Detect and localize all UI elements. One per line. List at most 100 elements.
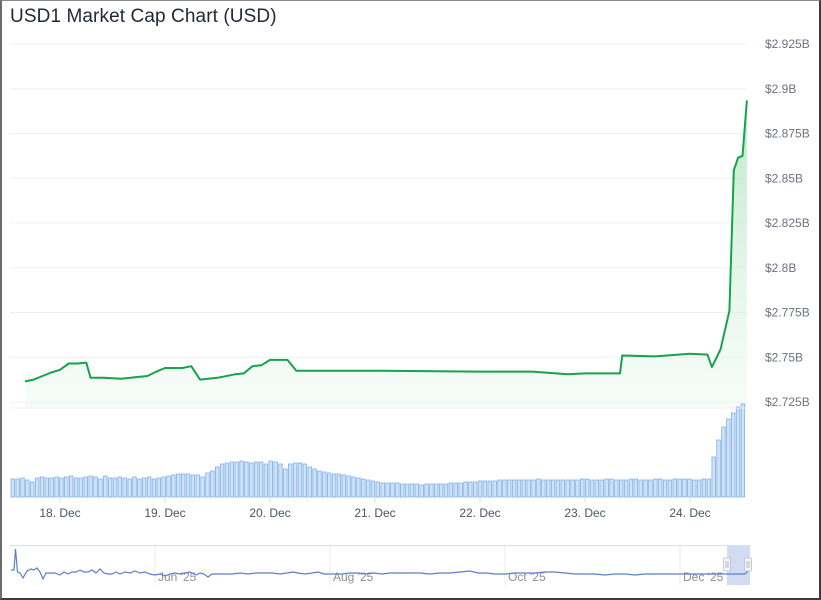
y-axis-labels: $2.925B $2.9B $2.875B $2.85B $2.825B $2.8B $2.…	[765, 37, 810, 409]
volume-bar	[20, 477, 25, 498]
volume-bar	[229, 461, 235, 498]
x-axis-labels: 18. Dec 19. Dec 20. Dec 21. Dec 22. Dec 23. D…	[39, 497, 711, 520]
navigator-label: Dec '25	[683, 570, 724, 584]
volume-bar	[142, 477, 147, 498]
volume-bar	[117, 476, 123, 498]
volume-bar	[34, 477, 40, 498]
volume-bar	[49, 477, 54, 498]
volume-bar	[672, 478, 677, 498]
volume-bar	[205, 472, 210, 498]
y-tick-label: $2.875B	[765, 127, 810, 141]
volume-bar	[584, 478, 590, 498]
volume-bar	[210, 470, 215, 498]
volume-bar	[44, 477, 50, 498]
volume-bar	[667, 479, 673, 498]
volume-bar	[550, 479, 556, 498]
navigator-left-handle[interactable]	[723, 557, 731, 572]
volume-bar	[151, 478, 157, 498]
volume-bar	[429, 483, 434, 498]
volume-bar	[468, 481, 473, 498]
volume-bar	[570, 479, 575, 498]
volume-bar	[273, 461, 278, 498]
volume-bar	[653, 478, 658, 498]
volume-bar	[623, 479, 629, 498]
volume-bar	[215, 466, 220, 498]
volume-bar	[706, 478, 712, 498]
volume-bar	[380, 482, 385, 498]
volume-bar	[560, 479, 566, 498]
volume-bar	[156, 477, 161, 498]
volume-bar	[409, 483, 415, 498]
volume-bar	[404, 483, 410, 498]
volume-bar	[132, 476, 137, 498]
x-tick-label: 22. Dec	[459, 506, 500, 520]
volume-bar	[336, 473, 342, 498]
volume-bar	[448, 482, 454, 498]
navigator-selection[interactable]	[727, 546, 750, 585]
volume-bar	[39, 476, 45, 498]
y-tick-label: $2.775B	[765, 306, 810, 320]
volume-bar	[731, 412, 736, 498]
volume-bar	[312, 468, 317, 498]
volume-bar	[604, 478, 609, 498]
volume-bar	[502, 479, 507, 498]
volume-bar	[78, 477, 84, 498]
y-tick-label: $2.925B	[765, 37, 810, 51]
volume-bar	[589, 479, 595, 498]
volume-bar	[219, 463, 225, 498]
volume-bar	[458, 482, 463, 498]
volume-bar	[244, 461, 249, 498]
volume-bar	[643, 479, 648, 498]
y-tick-label: $2.9B	[765, 82, 796, 96]
volume-bar	[521, 479, 527, 498]
volume-bar	[657, 478, 663, 498]
volume-bar	[297, 462, 303, 498]
market-cap-line[interactable]	[24, 100, 748, 383]
x-tick-label: 20. Dec	[249, 506, 290, 520]
navigator[interactable]: Jun '25 Aug '25 Oct '25 Dec '25	[10, 545, 752, 586]
volume-bar	[73, 477, 79, 498]
volume-bar	[83, 476, 88, 498]
volume-bar	[546, 479, 551, 498]
volume-bar	[638, 479, 643, 498]
volume-bar	[390, 482, 395, 498]
x-tick-label: 23. Dec	[564, 506, 605, 520]
volume-bar	[438, 483, 444, 498]
volume-bar	[283, 468, 288, 498]
volume-bar	[64, 476, 69, 498]
volume-bars[interactable]	[10, 403, 747, 498]
volume-bar	[516, 479, 522, 498]
navigator-right-handle[interactable]	[744, 557, 752, 572]
volume-bar	[677, 478, 682, 498]
y-tick-label: $2.75B	[765, 350, 803, 364]
volume-bar	[473, 481, 478, 498]
volume-bar	[477, 480, 483, 498]
volume-bar	[536, 478, 541, 498]
navigator-label: Aug '25	[333, 570, 374, 584]
volume-bar	[185, 473, 191, 498]
y-tick-label: $2.8B	[765, 261, 796, 275]
y-tick-label: $2.725B	[765, 395, 810, 409]
volume-bar	[302, 463, 308, 498]
volume-bar	[146, 476, 152, 498]
volume-bar	[497, 479, 502, 498]
volume-bar	[10, 478, 15, 498]
y-tick-label: $2.85B	[765, 171, 803, 185]
volume-bar	[258, 461, 264, 498]
volume-bar	[103, 475, 108, 498]
volume-bar	[575, 479, 580, 498]
x-tick-label: 21. Dec	[354, 506, 395, 520]
volume-bar	[263, 463, 269, 498]
volume-bar	[419, 484, 424, 498]
volume-bar	[249, 462, 254, 498]
volume-bar	[98, 478, 103, 498]
volume-bar	[127, 478, 132, 498]
volume-bar	[555, 479, 561, 498]
volume-bar	[107, 477, 113, 498]
volume-bar	[239, 460, 244, 498]
volume-bar	[195, 474, 200, 498]
volume-bar	[351, 476, 356, 498]
volume-bar	[307, 466, 312, 498]
